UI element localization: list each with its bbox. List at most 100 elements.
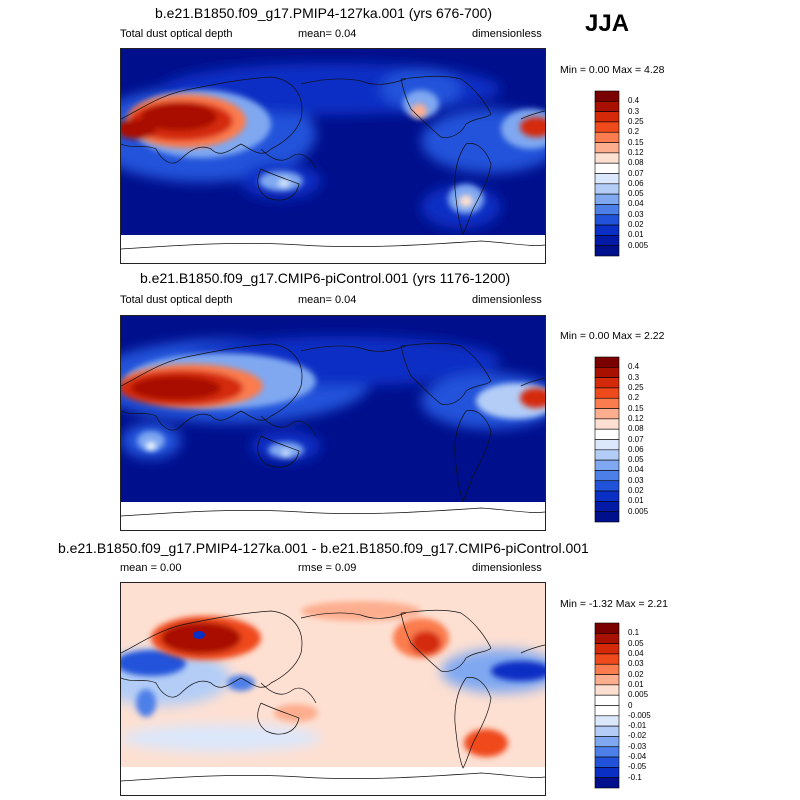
colorbar-tick-label: 0.07 [628,434,644,444]
coastlines [121,75,545,250]
panel-2-mean-label: mean= 0.04 [298,294,357,306]
colorbar-swatch [594,653,620,665]
colorbar-tick-label: 0.12 [628,147,644,157]
colorbar-tick-label: 0.05 [628,189,644,199]
colorbar-swatch [594,428,620,440]
masked-region [121,767,545,795]
panel-3-mean-label: mean = 0.00 [120,562,182,574]
colorbar-swatch [594,356,620,368]
panel-1-colorbar-labels: 0.4 0.3 0.25 0.2 0.15 0.12 0.08 0.07 0.06 0.05 0.0… [624,90,664,257]
colorbar-tick-label: 0.3 [628,106,640,116]
colorbar-tick-label: 0.25 [628,116,644,126]
colorbar-swatch [594,142,620,154]
colorbar-swatch [594,449,620,461]
colorbar-tick-label: 0.07 [628,168,644,178]
panel-2-map [120,315,546,531]
colorbar-tick-label: 0.4 [628,362,640,372]
colorbar-swatch [594,162,620,174]
colorbar-swatch [594,439,620,451]
colorbar-swatch [594,101,620,112]
colorbar-tick-label: 0.06 [628,444,644,454]
colorbar-swatch [594,633,620,644]
panel-2-minmax: Min = 0.00 Max = 2.22 [560,330,665,342]
colorbar-swatch [594,152,620,164]
colorbar-tick-label: 0.15 [628,403,644,413]
dust-plume-red [121,94,545,207]
colorbar-tick-label: 0.04 [628,199,644,209]
colorbar-tick-label: 0.06 [628,178,644,188]
colorbar-tick-label: -0.1 [628,772,642,782]
colorbar-swatch [594,511,620,523]
colorbar-swatch [594,183,620,195]
colorbar-swatch [594,173,620,185]
colorbar-tick-label: 0.3 [628,372,640,382]
diff-negative-core [193,631,205,639]
masked-region [121,502,545,530]
colorbar-swatch [594,131,620,143]
colorbar-tick-label: 0 [628,700,633,710]
colorbar-swatch [594,684,620,696]
colorbar-tick-label: 0.03 [628,209,644,219]
panel-3-title: b.e21.B1850.f09_g17.PMIP4-127ka.001 - b.… [58,540,589,556]
colorbar-swatch [594,193,620,205]
panel-3-map [120,582,546,796]
colorbar-swatch [594,622,620,634]
panel-1-map [120,48,546,264]
colorbar-tick-label: 0.12 [628,413,644,423]
colorbar-swatch [594,418,620,430]
colorbar-swatch [594,397,620,409]
colorbar-swatch [594,736,620,748]
panel-2-variable-label: Total dust optical depth [120,294,233,306]
colorbar-swatch [594,746,620,758]
colorbar-swatch [594,121,620,133]
panel-1-units-label: dimensionless [472,28,542,40]
colorbar-swatch [594,663,620,675]
panel-1-variable-label: Total dust optical depth [120,28,233,40]
colorbar-swatch [594,470,620,482]
panel-2-colorbar-svg [594,356,620,523]
colorbar-tick-label: 0.005 [628,506,649,516]
colorbar-tick-label: 0.02 [628,669,644,679]
colorbar-tick-label: -0.04 [628,752,647,762]
panel-2-map-svg [121,316,545,530]
panel-3-rmse-label: rmse = 0.09 [298,562,357,574]
panel-3-colorbar-svg [594,622,620,789]
colorbar-tick-label: -0.01 [628,721,647,731]
panel-2-colorbar-labels: 0.4 0.3 0.25 0.2 0.15 0.12 0.08 0.07 0.06 0.05 0.0… [624,356,664,523]
coastlines [121,609,545,782]
colorbar-swatch [594,214,620,226]
panel-3-minmax: Min = -1.32 Max = 2.21 [560,598,668,610]
colorbar-swatch [594,111,620,123]
colorbar-tick-label: 0.01 [628,496,644,506]
panel-1-minmax: Min = 0.00 Max = 4.28 [560,64,665,76]
colorbar-tick-label: 0.03 [628,475,644,485]
colorbar-swatch [594,224,620,236]
colorbar-tick-label: -0.005 [628,710,651,720]
colorbar-tick-label: -0.03 [628,741,647,751]
colorbar-tick-label: 0.005 [628,240,649,250]
panel-1-colorbar-svg [594,90,620,257]
panel-2-units-label: dimensionless [472,294,542,306]
colorbar-swatch [594,694,620,706]
colorbar-swatch [594,204,620,216]
colorbar-swatch [594,756,620,768]
diff-positive [151,601,508,757]
colorbar-swatch [594,643,620,655]
colorbar-swatch [594,377,620,389]
panel-2-colorbar [594,356,620,523]
colorbar-swatch [594,501,620,512]
panel-3-map-svg [121,583,545,795]
dust-plume-red [121,364,545,456]
colorbar-swatch [594,674,620,686]
colorbar-tick-label: 0.02 [628,486,644,496]
colorbar-swatch [594,705,620,717]
colorbar-swatch [594,408,620,420]
colorbar-swatch [594,245,620,257]
colorbar-tick-label: -0.05 [628,762,647,772]
panel-1-colorbar [594,90,620,257]
colorbar-swatch [594,235,620,246]
season-label: JJA [585,10,630,37]
coastlines [121,342,545,517]
panel-1-map-svg [121,49,545,263]
colorbar-tick-label: 0.005 [628,690,649,700]
